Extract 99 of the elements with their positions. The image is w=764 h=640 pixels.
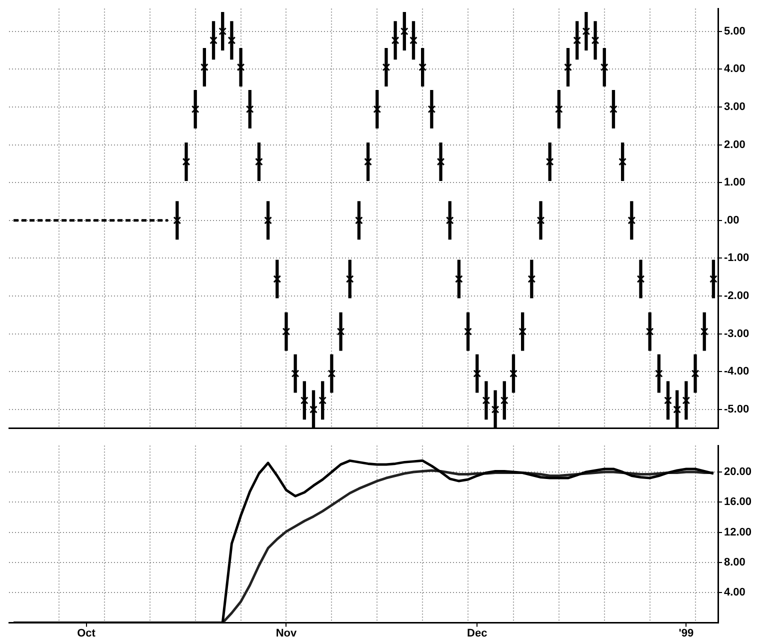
bar bbox=[230, 21, 234, 60]
bar bbox=[584, 12, 588, 51]
point bbox=[355, 216, 363, 224]
y-tick-label: 8.00 bbox=[724, 556, 746, 569]
bar bbox=[539, 201, 542, 240]
bar bbox=[694, 354, 697, 393]
point bbox=[500, 396, 508, 404]
bar bbox=[384, 48, 388, 86]
point bbox=[336, 328, 345, 336]
y-tick-label: 5.00 bbox=[724, 25, 746, 38]
y-tick-label: 12.00 bbox=[724, 526, 752, 538]
point bbox=[446, 216, 454, 224]
y-tick-label: -2.00 bbox=[724, 290, 750, 302]
point bbox=[455, 275, 463, 283]
point bbox=[464, 328, 472, 336]
point bbox=[218, 27, 227, 36]
point bbox=[346, 275, 354, 283]
x-tick-label: '99 bbox=[678, 627, 694, 640]
point bbox=[364, 158, 372, 166]
point bbox=[391, 36, 400, 44]
y-tick-label: -1.00 bbox=[724, 252, 750, 264]
bar bbox=[239, 48, 242, 86]
point bbox=[418, 63, 427, 72]
bar bbox=[684, 381, 688, 420]
y-tick-label: 20.00 bbox=[724, 466, 752, 478]
point bbox=[628, 216, 636, 224]
bar bbox=[484, 381, 488, 420]
y-tick-label: -3.00 bbox=[724, 328, 750, 340]
point bbox=[246, 105, 254, 114]
point bbox=[382, 63, 390, 72]
point bbox=[191, 105, 200, 114]
point bbox=[654, 370, 663, 378]
point bbox=[291, 370, 300, 378]
bar bbox=[330, 354, 334, 393]
point bbox=[318, 396, 327, 404]
bar bbox=[184, 142, 188, 182]
point bbox=[482, 396, 490, 404]
point bbox=[428, 105, 436, 114]
y-tick-label: 4.00 bbox=[724, 586, 746, 599]
point bbox=[200, 63, 208, 72]
point bbox=[554, 105, 563, 114]
point bbox=[564, 63, 572, 72]
point bbox=[546, 158, 554, 166]
point bbox=[710, 275, 718, 283]
point bbox=[682, 396, 690, 404]
bar bbox=[294, 354, 297, 393]
point bbox=[636, 275, 645, 283]
y-tick-label: 2.00 bbox=[724, 138, 746, 151]
point bbox=[300, 396, 308, 404]
bar bbox=[430, 90, 434, 128]
point bbox=[210, 36, 218, 44]
point bbox=[310, 406, 318, 414]
point bbox=[410, 36, 418, 44]
point bbox=[582, 27, 590, 36]
point bbox=[473, 370, 482, 378]
point bbox=[255, 158, 263, 166]
point bbox=[518, 328, 527, 336]
point bbox=[173, 216, 182, 224]
point bbox=[600, 63, 608, 72]
point bbox=[664, 396, 672, 404]
point bbox=[182, 158, 190, 166]
point bbox=[610, 105, 618, 114]
point bbox=[510, 370, 518, 378]
point bbox=[228, 36, 236, 44]
y-tick-label: -5.00 bbox=[724, 404, 750, 416]
point bbox=[618, 158, 626, 166]
point bbox=[646, 328, 654, 336]
point bbox=[273, 275, 282, 283]
y-tick-label: 16.00 bbox=[724, 496, 752, 508]
x-tick-label: Dec bbox=[467, 627, 488, 640]
y-tick-label: 3.00 bbox=[724, 100, 746, 113]
x-tick-label: Oct bbox=[77, 627, 96, 640]
bar bbox=[394, 21, 397, 60]
y-tick-label: .00 bbox=[724, 214, 740, 226]
bar bbox=[639, 260, 642, 298]
point bbox=[282, 328, 290, 336]
bar bbox=[648, 312, 652, 351]
point bbox=[373, 105, 382, 114]
point bbox=[528, 275, 536, 283]
point bbox=[700, 328, 708, 336]
bar bbox=[594, 21, 597, 60]
point bbox=[264, 216, 272, 224]
point bbox=[536, 216, 545, 224]
y-tick-label: 4.00 bbox=[724, 63, 746, 76]
point bbox=[436, 158, 445, 166]
y-tick-label: -4.00 bbox=[724, 366, 750, 378]
point bbox=[236, 63, 245, 72]
y-tick-label: 1.00 bbox=[724, 176, 746, 189]
bar bbox=[339, 312, 342, 351]
bar bbox=[439, 142, 442, 182]
point bbox=[573, 36, 582, 44]
point bbox=[691, 370, 700, 378]
point bbox=[591, 36, 600, 44]
x-tick-label: Nov bbox=[276, 627, 298, 640]
point bbox=[400, 27, 408, 36]
point bbox=[491, 406, 500, 414]
point bbox=[673, 406, 682, 414]
point bbox=[328, 370, 336, 378]
bar bbox=[284, 312, 288, 351]
